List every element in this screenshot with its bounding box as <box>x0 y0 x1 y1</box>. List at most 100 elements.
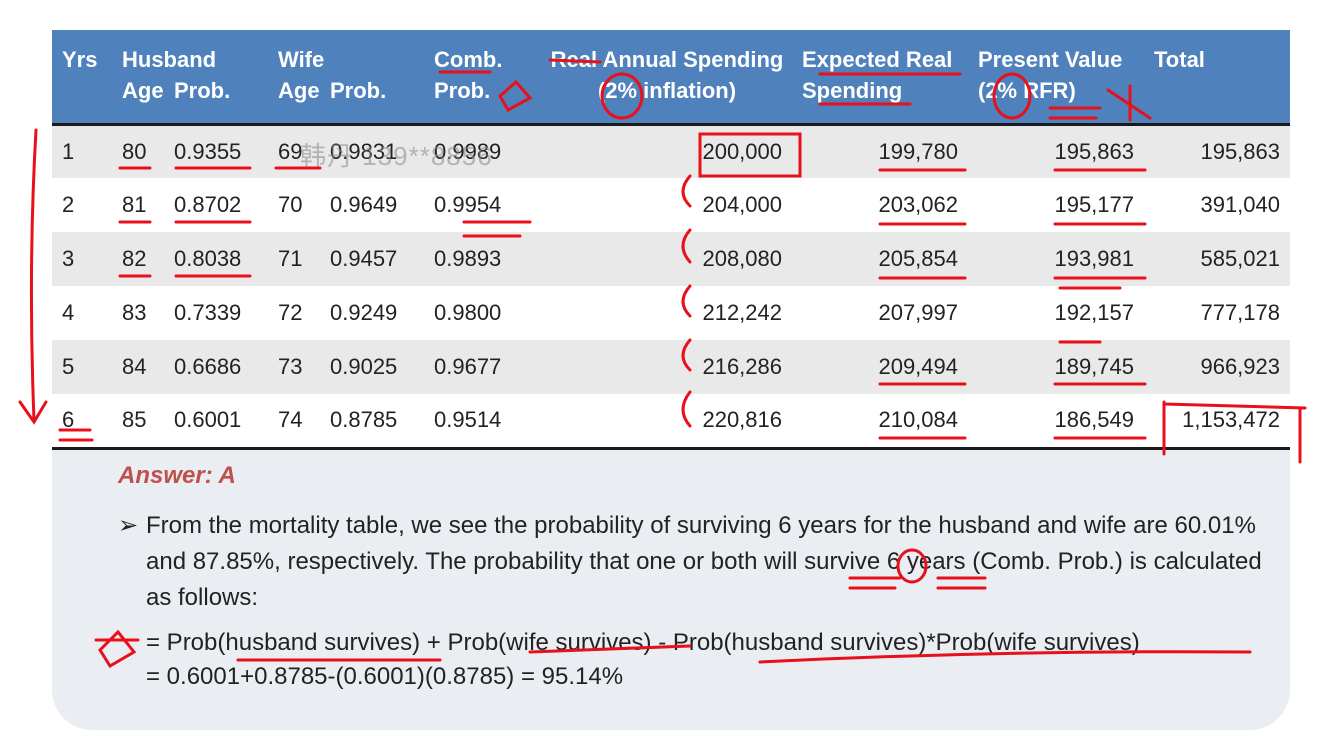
cell-value: 204,000 <box>702 192 782 217</box>
cell-comb-prob: 0.9989 <box>424 124 542 178</box>
bullet-arrow-icon: ➢ <box>118 512 139 539</box>
table-row: 6 85 0.6001 74 0.8785 0.9514 220,816 210,084 186… <box>52 394 1290 448</box>
header-wife: Wife Age Prob. <box>278 47 387 103</box>
mortality-table: Yrs Husband Age Prob. Wife Age Prob. Comb.… <box>52 30 1290 450</box>
cell-value: 966,923 <box>1200 354 1280 379</box>
cell-yrs: 3 <box>52 232 112 286</box>
cell-value: 85 0.6001 <box>122 407 268 433</box>
cell-present-value: 195,177 <box>968 178 1144 232</box>
cell-present-value: 186,549 <box>968 394 1144 448</box>
header-expected-real-spending: Expected Real Spending <box>802 47 953 103</box>
cell-real-annual-spending: 212,242 <box>542 286 792 340</box>
cell-value: 80 0.9355 <box>122 139 268 165</box>
cell-husband: 82 0.8038 <box>112 232 268 286</box>
cell-yrs: 6 <box>52 394 112 448</box>
watermark-text: 韩丹 139**8856 <box>300 141 493 171</box>
cell-present-value: 193,981 <box>968 232 1144 286</box>
table-row: 3 82 0.8038 71 0.9457 0.9893 208,080 205,854 193… <box>52 232 1290 286</box>
header-yrs: Yrs <box>62 47 98 72</box>
cell-yrs: 5 <box>52 340 112 394</box>
cell-comb-prob: 0.9514 <box>424 394 542 448</box>
cell-wife: 72 0.9249 <box>268 286 424 340</box>
cell-value: 70 <box>278 192 303 217</box>
cell-expected-real-spending: 199,780 <box>792 124 968 178</box>
cell-value: 70 0.9649 <box>278 192 424 218</box>
cell-value: 0.9677 <box>434 354 502 379</box>
cell-value: 72 0.9249 <box>278 300 424 326</box>
cell-value: 0.9457 <box>330 246 398 271</box>
table-row: 4 83 0.7339 72 0.9249 0.9800 212,242 207,997 192… <box>52 286 1290 340</box>
cell-value: 81 0.8702 <box>122 192 268 218</box>
header-total: Total <box>1154 47 1205 72</box>
cell-value: 71 0.9457 <box>278 246 424 272</box>
cell-value: 83 0.7339 <box>122 300 268 326</box>
cell-value: 216,286 <box>702 354 782 379</box>
formula-line-1: = Prob(husband survives) + Prob(wife sur… <box>146 629 1140 656</box>
cell-husband: 83 0.7339 <box>112 286 268 340</box>
cell-comb-prob: 0.9893 <box>424 232 542 286</box>
cell-value: 74 <box>278 407 303 433</box>
down-arrow-annotation <box>29 128 38 422</box>
cell-wife: 73 0.9025 <box>268 340 424 394</box>
cell-wife: 74 0.8785 <box>268 394 424 448</box>
cell-value: 71 <box>278 246 303 271</box>
cell-total: 195,863 <box>1144 124 1290 178</box>
table-row: 5 84 0.6686 73 0.9025 0.9677 216,286 209,494 189… <box>52 340 1290 394</box>
cell-value: 80 <box>122 138 147 164</box>
cell-total: 391,040 <box>1144 178 1290 232</box>
cell-expected-real-spending: 205,854 <box>792 232 968 286</box>
cell-value: 82 <box>122 246 147 271</box>
formula: = Prob(husband survives) + Prob(wife sur… <box>146 626 1140 694</box>
cell-value: 0.8785 <box>330 407 398 433</box>
cell-expected-real-spending: 209,494 <box>792 340 968 394</box>
cell-value: 84 <box>122 354 147 379</box>
header-real-annual-spending: Real Annual Spending (2% inflation) <box>550 47 784 103</box>
cell-husband: 85 0.6001 <box>112 394 268 448</box>
cell-yrs: 1 <box>52 124 112 178</box>
cell-value: 73 0.9025 <box>278 354 424 380</box>
explanation-bullet: ➢ From the mortality table, we see the p… <box>118 508 1278 616</box>
cell-value: 0.9249 <box>330 300 398 325</box>
cell-value: 0.9649 <box>330 192 398 217</box>
cell-value: 82 0.8038 <box>122 246 268 272</box>
cell-value: 192,157 <box>1054 300 1134 325</box>
cell-value: 0.8702 <box>174 192 242 217</box>
cell-value: 0.9025 <box>330 354 398 379</box>
cell-present-value: 195,863 <box>968 124 1144 178</box>
header-present-value: Present Value (2% RFR) <box>978 47 1123 103</box>
cell-value: 6 <box>62 407 75 433</box>
cell-value: 212,242 <box>702 300 782 325</box>
cell-husband: 81 0.8702 <box>112 178 268 232</box>
answer-panel-background <box>52 445 1290 730</box>
cell-value: 69 <box>278 138 303 164</box>
table-row: 1 80 0.9355 69 0.9831 0.9989 200,000 199,780 195… <box>52 124 1290 178</box>
cell-comb-prob: 0.9800 <box>424 286 542 340</box>
cell-yrs: 2 <box>52 178 112 232</box>
cell-value: 220,816 <box>702 407 782 433</box>
cell-value: 195,863 <box>1200 138 1280 164</box>
cell-husband: 80 0.9355 <box>112 124 268 178</box>
cell-value: 205,854 <box>878 246 958 271</box>
cell-wife: 70 0.9649 <box>268 178 424 232</box>
cell-total: 585,021 <box>1144 232 1290 286</box>
cell-value: 0.8038 <box>174 246 242 271</box>
cell-value: 203,062 <box>878 192 958 217</box>
cell-value: 0.9893 <box>434 246 502 271</box>
cell-value: 0.9831 <box>330 138 398 164</box>
cell-value: 391,040 <box>1200 192 1280 217</box>
header-comb-prob: Comb. Prob. <box>434 47 503 103</box>
cell-value: 195,177 <box>1054 192 1134 217</box>
cell-value: 0.6686 <box>174 354 242 379</box>
cell-value: 2 <box>62 192 75 217</box>
cell-total: 1,153,472 <box>1144 394 1290 448</box>
cell-total: 966,923 <box>1144 340 1290 394</box>
cell-value: 209,494 <box>878 354 958 379</box>
cell-husband: 84 0.6686 <box>112 340 268 394</box>
cell-value: 1 <box>62 138 75 164</box>
cell-value: 1,153,472 <box>1182 407 1280 433</box>
cell-real-annual-spending: 208,080 <box>542 232 792 286</box>
cell-value: 0.9800 <box>434 300 502 325</box>
cell-value: 73 <box>278 354 303 379</box>
cell-value: 189,745 <box>1054 354 1134 379</box>
cell-value: 83 <box>122 300 147 325</box>
